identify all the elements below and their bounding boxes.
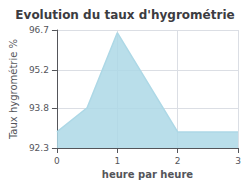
svg-text:95.2: 95.2	[29, 65, 49, 75]
svg-text:3: 3	[235, 156, 241, 166]
svg-text:heure par heure: heure par heure	[102, 169, 193, 180]
svg-text:1: 1	[114, 156, 120, 166]
svg-text:Evolution du taux d'hygrométri: Evolution du taux d'hygrométrie	[15, 8, 234, 22]
svg-text:96.7: 96.7	[29, 25, 49, 35]
svg-text:92.3: 92.3	[29, 143, 49, 153]
svg-text:2: 2	[175, 156, 181, 166]
svg-text:Taux hygrométrie %: Taux hygrométrie %	[8, 39, 19, 140]
svg-text:0: 0	[54, 156, 60, 166]
svg-text:93.8: 93.8	[29, 103, 49, 113]
